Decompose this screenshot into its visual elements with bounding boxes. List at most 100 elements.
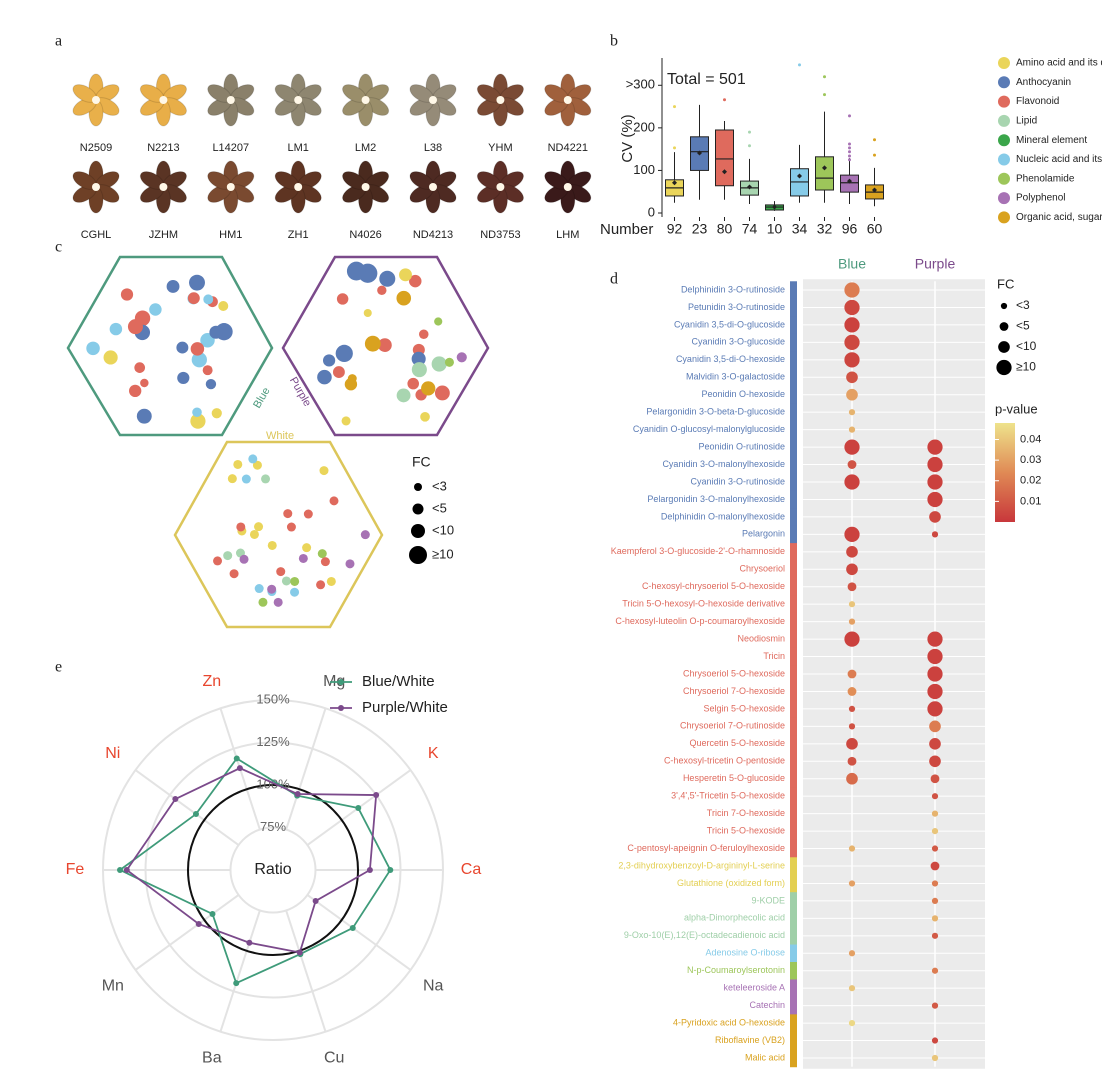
row-label: Cyanidin 3,5-di-O-hexoside: [676, 354, 785, 364]
dot: [848, 618, 856, 625]
row-label: Malic acid: [745, 1052, 785, 1062]
metabolite-dot: [456, 352, 467, 363]
flower-center: [496, 96, 505, 104]
sample-label: CGHL: [81, 229, 112, 241]
x-tick-label: 74: [742, 221, 758, 237]
metabolite-dot: [290, 587, 300, 597]
class-bar: [790, 770, 797, 788]
colorbar-label: 0.04: [1020, 433, 1041, 445]
center-label: Ratio: [254, 861, 291, 878]
metabolite-dot: [267, 540, 277, 550]
legend-swatch: [998, 95, 1010, 108]
panel-label: d: [610, 271, 618, 288]
series-point: [236, 765, 243, 772]
class-bar: [790, 281, 797, 300]
category-label: Na: [423, 978, 444, 995]
dot: [931, 915, 939, 922]
series-point: [209, 910, 216, 917]
row-label: Riboflavine (VB2): [715, 1035, 785, 1045]
dot: [929, 511, 941, 523]
sample-label: ZH1: [288, 229, 309, 241]
metabolite-dot: [286, 522, 296, 532]
dot: [848, 880, 856, 887]
spoke: [285, 708, 327, 830]
legend-label: Lipid: [1016, 116, 1037, 127]
metabolite-dot: [396, 290, 412, 306]
hexagons: [66, 255, 490, 629]
metabolite-dot: [127, 319, 143, 335]
grain-flower: [544, 160, 592, 214]
outlier: [823, 75, 826, 79]
metabolite-dot: [254, 522, 264, 532]
metabolite-dot: [302, 543, 312, 553]
class-bar: [790, 525, 797, 544]
row-label: C-hexosyl-chrysoeriol 5-O-hexoside: [642, 581, 785, 591]
mean-marker: [797, 173, 802, 179]
class-bar: [790, 700, 797, 719]
class-bar: [790, 490, 797, 509]
legend-label: <10: [1016, 339, 1037, 353]
dot: [848, 1019, 856, 1027]
class-bar: [790, 455, 797, 474]
hexagon-white: [173, 440, 384, 629]
metabolite-dot: [363, 308, 372, 317]
legend-swatch: [998, 211, 1010, 224]
row-label: Peonidin O-hexoside: [701, 389, 785, 399]
class-bar: [790, 717, 797, 736]
metabolite-dot: [227, 474, 237, 484]
legend-swatch: [998, 57, 1010, 69]
metabolite-dot: [177, 371, 190, 385]
row-label: 3',4',5'-Tricetin 5-O-hexoside: [671, 791, 785, 801]
class-bar: [790, 1014, 797, 1033]
class-bar: [790, 682, 797, 701]
dot: [844, 334, 860, 350]
outlier: [848, 142, 851, 146]
legend-swatch: [998, 153, 1010, 166]
sample-label: N2509: [80, 142, 112, 154]
grain-flower: [274, 160, 322, 214]
dot: [927, 439, 943, 455]
outlier: [748, 130, 751, 134]
class-bar: [790, 909, 797, 928]
metabolite-dot: [332, 366, 345, 379]
dot: [927, 631, 943, 647]
legend-swatch: [998, 114, 1010, 127]
legend-label: Flavonoid: [1016, 96, 1059, 107]
metabolite-dot: [267, 584, 277, 594]
metabolite-dot: [290, 576, 300, 586]
column-header: Purple: [915, 256, 956, 272]
metabolite-dot: [218, 301, 229, 312]
legend-label: Purple/White: [362, 699, 448, 716]
metabolite-dot: [329, 496, 339, 506]
flower-center: [429, 183, 437, 191]
outlier: [848, 158, 851, 162]
dot: [931, 1054, 939, 1062]
series-point: [366, 867, 373, 873]
grain-flower: [207, 160, 255, 214]
grain-flower: [342, 73, 390, 127]
metabolite-dot: [190, 342, 205, 356]
dot: [931, 967, 939, 974]
dot: [931, 531, 939, 538]
legend-label: Blue/White: [362, 673, 435, 690]
series-point: [117, 867, 123, 873]
metabolite-dot: [399, 268, 412, 282]
metabolite-dot: [166, 280, 180, 293]
metabolite-dot: [189, 274, 205, 291]
dot: [931, 810, 939, 817]
category-label: Zn: [202, 673, 221, 690]
flower-center: [92, 183, 100, 191]
grain-flower: [207, 73, 255, 127]
metabolite-dot: [319, 466, 329, 476]
metabolite-dot: [364, 335, 381, 352]
legend-label: <5: [1016, 319, 1030, 333]
legend-label: ≥10: [1016, 360, 1036, 374]
x-tick-label: 60: [867, 221, 883, 237]
metabolite-dot: [283, 509, 293, 519]
metabolite-dot: [109, 322, 123, 336]
class-bar: [790, 839, 797, 858]
row-label: Chrysoeriol: [739, 564, 785, 574]
series-point: [233, 755, 240, 762]
legend-dot: [414, 483, 422, 491]
mean-marker: [722, 169, 727, 175]
